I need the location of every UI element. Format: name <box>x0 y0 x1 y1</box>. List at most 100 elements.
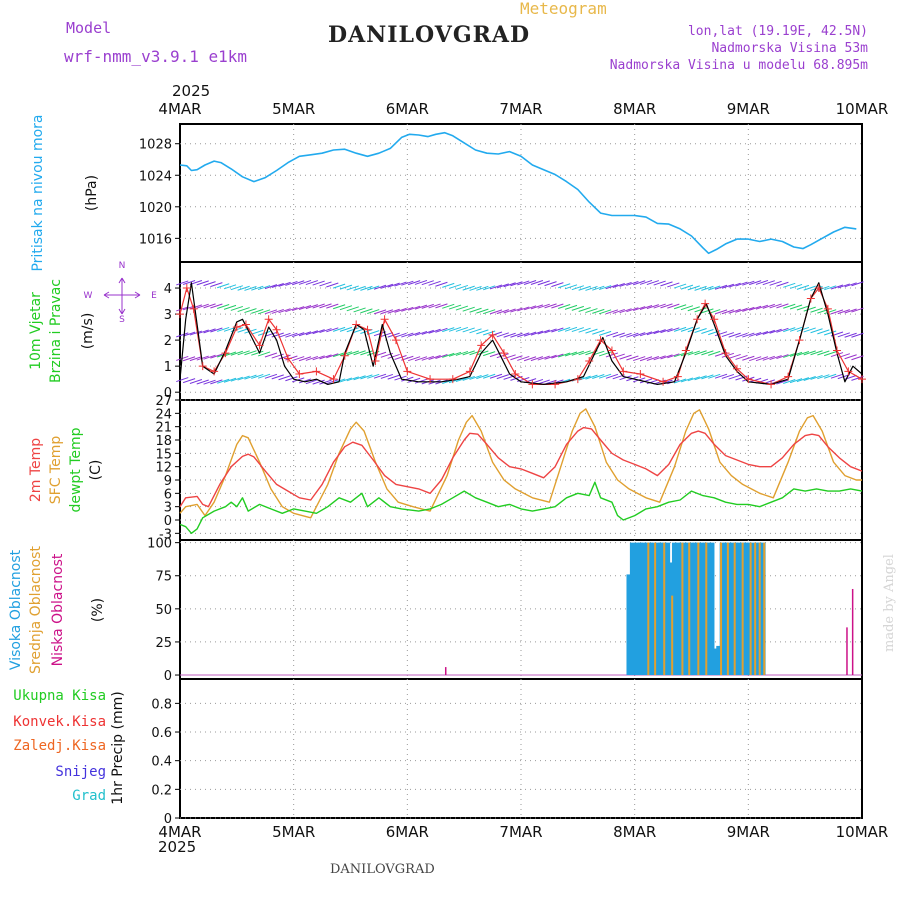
wind-gust-marker <box>673 372 682 381</box>
wind-arrow <box>680 305 694 311</box>
precip-label-0: Ukupna Kisa <box>13 688 106 704</box>
wind-arrow <box>223 304 237 310</box>
wind-arrow <box>776 379 789 385</box>
high-cloud-bar <box>682 542 688 676</box>
wind-arrow <box>517 306 530 312</box>
wind-arrow <box>346 350 359 356</box>
elevation-label: Nadmorska Visina 53m <box>711 41 868 56</box>
wind-arrow <box>407 331 421 337</box>
wind-arrow <box>578 307 591 313</box>
wind-arrow <box>544 354 557 360</box>
wind-arrow <box>298 331 312 337</box>
wind-arrow <box>755 279 769 285</box>
ytick-label-precip-1: 0.2 <box>151 783 172 798</box>
compass-e: E <box>151 291 157 301</box>
wind-arrow <box>748 305 762 311</box>
wind-arrow <box>633 306 646 312</box>
wind-arrow <box>769 303 782 309</box>
wind-arrow <box>244 285 257 291</box>
high-cloud-bar <box>665 542 671 676</box>
wind-arrow <box>844 308 857 314</box>
wind-arrow <box>646 280 660 286</box>
wind-arrow <box>612 353 625 359</box>
wind-arrow <box>605 309 619 315</box>
wind-arrow <box>421 280 434 286</box>
compass-arrows <box>103 277 141 315</box>
wind-arrow <box>326 303 339 309</box>
wind-arrow <box>244 374 257 380</box>
wind-arrow <box>605 352 619 358</box>
wind-arrow <box>448 351 462 357</box>
wind-arrow <box>210 379 223 385</box>
wind-arrow <box>319 354 332 360</box>
cloud-unit: (%) <box>90 598 106 622</box>
wind-arrow <box>251 285 264 291</box>
high-cloud-bar <box>709 542 715 676</box>
wind-arrow <box>469 374 482 380</box>
wind-gust-marker <box>371 356 380 365</box>
wind-arrow <box>496 374 509 380</box>
x-tick-bottom-2: 6MAR <box>386 823 429 841</box>
wind-gust-marker <box>744 375 753 384</box>
wind-arrow <box>694 307 707 313</box>
wind-gust-marker <box>659 377 668 386</box>
wind-arrow <box>319 281 332 287</box>
wind-arrow <box>639 356 653 362</box>
x-tick-bottom-6: 10MAR <box>836 823 889 841</box>
pressure-label: Pritisak na nivou mora <box>30 114 46 271</box>
wind-arrow <box>360 285 373 291</box>
mid-cloud-bar <box>697 542 700 676</box>
wind-arrow <box>264 331 278 337</box>
wind-arrow <box>346 327 359 333</box>
wind-arrow <box>257 351 271 357</box>
x-tick-bottom-1: 5MAR <box>272 823 315 841</box>
ytick-label-precip-4: 0.8 <box>151 697 172 712</box>
wind-arrow <box>612 332 625 338</box>
wind-arrow <box>387 282 400 288</box>
wind-arrow <box>612 308 625 314</box>
wind-arrow <box>217 304 230 309</box>
wind-arrow <box>626 307 639 313</box>
wind-arrow <box>442 327 455 333</box>
wind-arrow <box>619 354 632 360</box>
x-tick-bottom-0: 4MAR <box>158 823 201 841</box>
high-cloud-bar <box>699 542 705 676</box>
wind-arrow <box>469 328 482 334</box>
wind-arrow <box>551 353 564 359</box>
wind-arrow <box>312 379 325 385</box>
wind-arrow <box>380 283 394 289</box>
wind-arrow <box>796 284 810 290</box>
wind-arrow <box>824 330 837 336</box>
wind-arrow <box>626 280 639 286</box>
wind-arrow <box>721 373 735 379</box>
wind-arrow <box>442 303 455 309</box>
ytick-label-temperature-7: 18 <box>155 434 172 449</box>
wind-arrow <box>326 379 339 385</box>
wind-arrow <box>694 375 707 381</box>
year-bottom: 2025 <box>158 838 197 856</box>
wind-arrow <box>292 356 305 362</box>
wind-arrow <box>407 305 421 311</box>
mid-cloud-bar <box>733 542 736 676</box>
wind-arrow <box>680 377 694 383</box>
wind-arrow <box>626 355 639 361</box>
wind-arrow <box>585 328 598 334</box>
wind-gust-marker <box>844 367 853 376</box>
wind-arrow <box>210 282 223 288</box>
wind-arrow <box>796 377 810 383</box>
wind-arrow <box>762 303 775 309</box>
wind-gust-marker <box>488 330 497 339</box>
high-cloud-bar <box>678 542 684 676</box>
wind-arrow <box>605 284 619 290</box>
wind-arrow <box>646 304 660 310</box>
x-tick-top-6: 10MAR <box>836 100 889 118</box>
wind-arrow <box>203 379 216 385</box>
wind-arrow <box>544 328 557 334</box>
mid-cloud-bar <box>647 542 650 676</box>
high-cloud-bar <box>692 542 698 676</box>
wind-arrow <box>257 309 271 315</box>
wind-gust-marker <box>176 310 184 319</box>
high-cloud-bar <box>626 574 632 676</box>
wind-arrow <box>285 307 298 313</box>
wind-gust-marker <box>221 349 230 358</box>
